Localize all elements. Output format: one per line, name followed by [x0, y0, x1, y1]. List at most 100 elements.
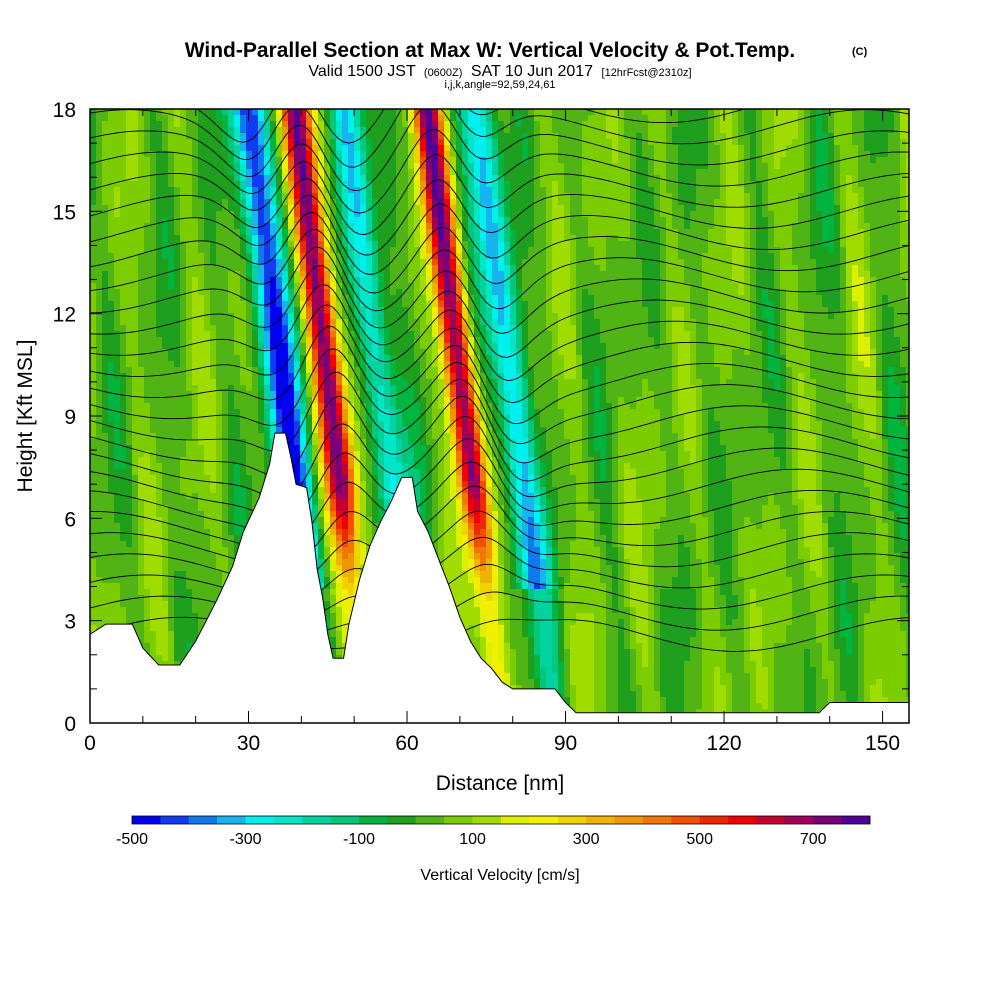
velocity-cell: [354, 517, 361, 524]
velocity-cell: [288, 403, 295, 410]
velocity-cell: [222, 445, 229, 452]
velocity-cell: [198, 559, 205, 566]
velocity-cell: [186, 397, 193, 404]
velocity-cell: [156, 643, 163, 650]
velocity-cell: [330, 157, 337, 164]
velocity-cell: [114, 487, 121, 494]
velocity-cell: [246, 451, 253, 458]
velocity-cell: [324, 523, 331, 530]
velocity-cell: [168, 157, 175, 164]
velocity-cell: [258, 283, 265, 290]
velocity-cell: [270, 211, 277, 218]
velocity-cell: [342, 331, 349, 338]
velocity-cell: [126, 397, 133, 404]
velocity-cell: [204, 343, 211, 350]
velocity-cell: [204, 475, 211, 482]
velocity-cell: [96, 121, 103, 128]
velocity-cell: [186, 625, 193, 632]
velocity-cell: [228, 361, 235, 368]
velocity-cell: [324, 385, 331, 392]
velocity-cell: [192, 343, 199, 350]
velocity-cell: [216, 247, 223, 254]
velocity-cell: [342, 391, 349, 398]
velocity-cell: [228, 535, 235, 542]
velocity-cell: [180, 403, 187, 410]
velocity-cell: [174, 421, 181, 428]
velocity-cell: [300, 151, 307, 158]
velocity-cell: [312, 247, 319, 254]
velocity-cell: [204, 151, 211, 158]
velocity-cell: [108, 367, 115, 374]
velocity-cell: [126, 547, 133, 554]
velocity-cell: [162, 253, 169, 260]
velocity-cell: [132, 565, 139, 572]
velocity-cell: [216, 589, 223, 596]
velocity-cell: [126, 529, 133, 536]
velocity-cell: [186, 469, 193, 476]
velocity-cell: [246, 421, 253, 428]
velocity-cell: [180, 283, 187, 290]
velocity-cell: [318, 319, 325, 326]
velocity-cell: [174, 397, 181, 404]
velocity-cell: [108, 499, 115, 506]
velocity-cell: [198, 403, 205, 410]
velocity-cell: [102, 439, 109, 446]
velocity-cell: [366, 367, 373, 374]
velocity-cell: [264, 199, 271, 206]
velocity-cell: [252, 259, 259, 266]
velocity-cell: [168, 601, 175, 608]
velocity-cell: [354, 283, 361, 290]
velocity-cell: [234, 187, 241, 194]
velocity-cell: [324, 595, 331, 602]
velocity-cell: [168, 331, 175, 338]
velocity-cell: [222, 163, 229, 170]
velocity-cell: [312, 301, 319, 308]
velocity-cell: [354, 511, 361, 518]
velocity-cell: [168, 169, 175, 176]
velocity-cell: [342, 433, 349, 440]
velocity-cell: [108, 427, 115, 434]
velocity-cell: [156, 373, 163, 380]
velocity-cell: [354, 361, 361, 368]
velocity-cell: [186, 271, 193, 278]
velocity-cell: [306, 445, 313, 452]
velocity-cell: [222, 259, 229, 266]
velocity-cell: [330, 421, 337, 428]
velocity-cell: [162, 583, 169, 590]
velocity-cell: [132, 403, 139, 410]
velocity-cell: [234, 481, 241, 488]
velocity-cell: [330, 271, 337, 278]
velocity-cell: [294, 211, 301, 218]
velocity-cell: [180, 295, 187, 302]
velocity-cell: [168, 241, 175, 248]
velocity-cell: [348, 343, 355, 350]
velocity-cell: [234, 391, 241, 398]
velocity-cell: [246, 259, 253, 266]
velocity-cell: [204, 355, 211, 362]
velocity-cell: [330, 193, 337, 200]
velocity-cell: [330, 589, 337, 596]
velocity-cell: [330, 415, 337, 422]
velocity-cell: [126, 319, 133, 326]
velocity-cell: [270, 415, 277, 422]
velocity-cell: [288, 319, 295, 326]
velocity-cell: [324, 217, 331, 224]
velocity-cell: [354, 295, 361, 302]
velocity-cell: [222, 289, 229, 296]
velocity-cell: [372, 325, 379, 332]
velocity-cell: [252, 229, 259, 236]
velocity-cell: [132, 397, 139, 404]
velocity-cell: [132, 277, 139, 284]
velocity-cell: [126, 385, 133, 392]
velocity-cell: [324, 319, 331, 326]
velocity-cell: [144, 397, 151, 404]
velocity-cell: [198, 133, 205, 140]
velocity-cell: [192, 589, 199, 596]
velocity-cell: [324, 337, 331, 344]
velocity-cell: [318, 505, 325, 512]
velocity-cell: [216, 355, 223, 362]
velocity-cell: [234, 259, 241, 266]
velocity-cell: [222, 517, 229, 524]
velocity-cell: [156, 433, 163, 440]
velocity-cell: [240, 421, 247, 428]
